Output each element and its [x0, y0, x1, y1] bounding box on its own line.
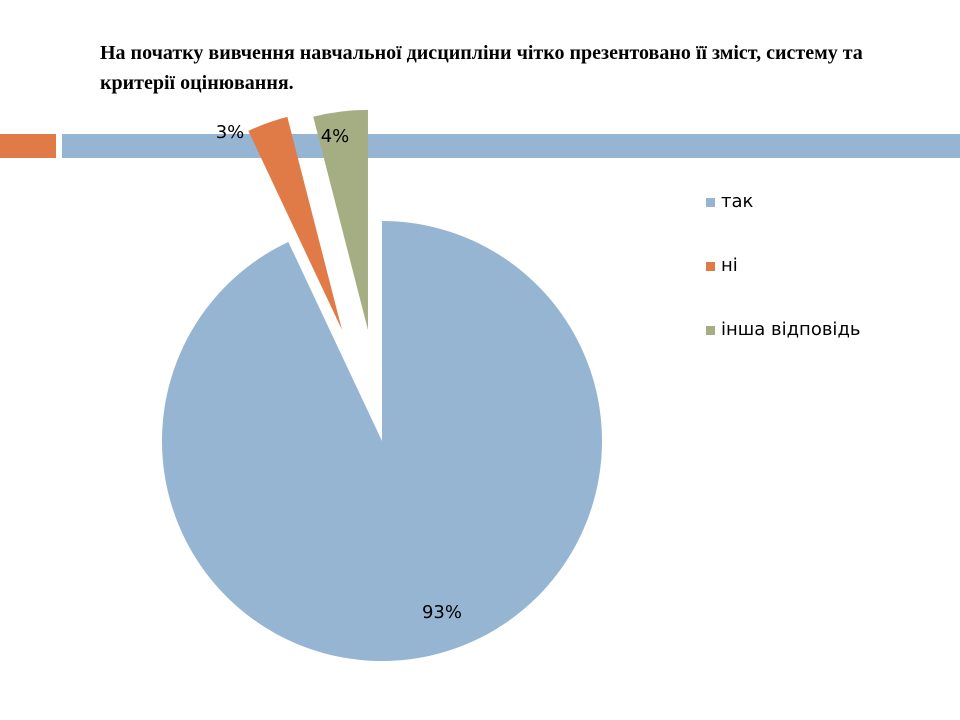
slice-value-label: 4% — [321, 126, 350, 147]
legend-swatch — [706, 198, 715, 207]
pie-slice-3 — [313, 109, 368, 330]
decorative-bar-orange — [0, 134, 56, 158]
legend-label: так — [721, 191, 754, 212]
legend-label: інша відповідь — [721, 319, 861, 340]
legend-swatch — [706, 262, 715, 271]
decorative-bar-blue — [62, 134, 960, 158]
slice-value-label: 3% — [216, 122, 245, 143]
pie-slice-2 — [248, 116, 343, 330]
slide-title: На початку вивчення навчальної дисциплін… — [100, 42, 863, 94]
legend-label: ні — [721, 255, 738, 276]
legend-swatch — [706, 326, 715, 335]
slice-value-label: 93% — [422, 602, 462, 623]
pie-slice-1 — [161, 221, 603, 661]
